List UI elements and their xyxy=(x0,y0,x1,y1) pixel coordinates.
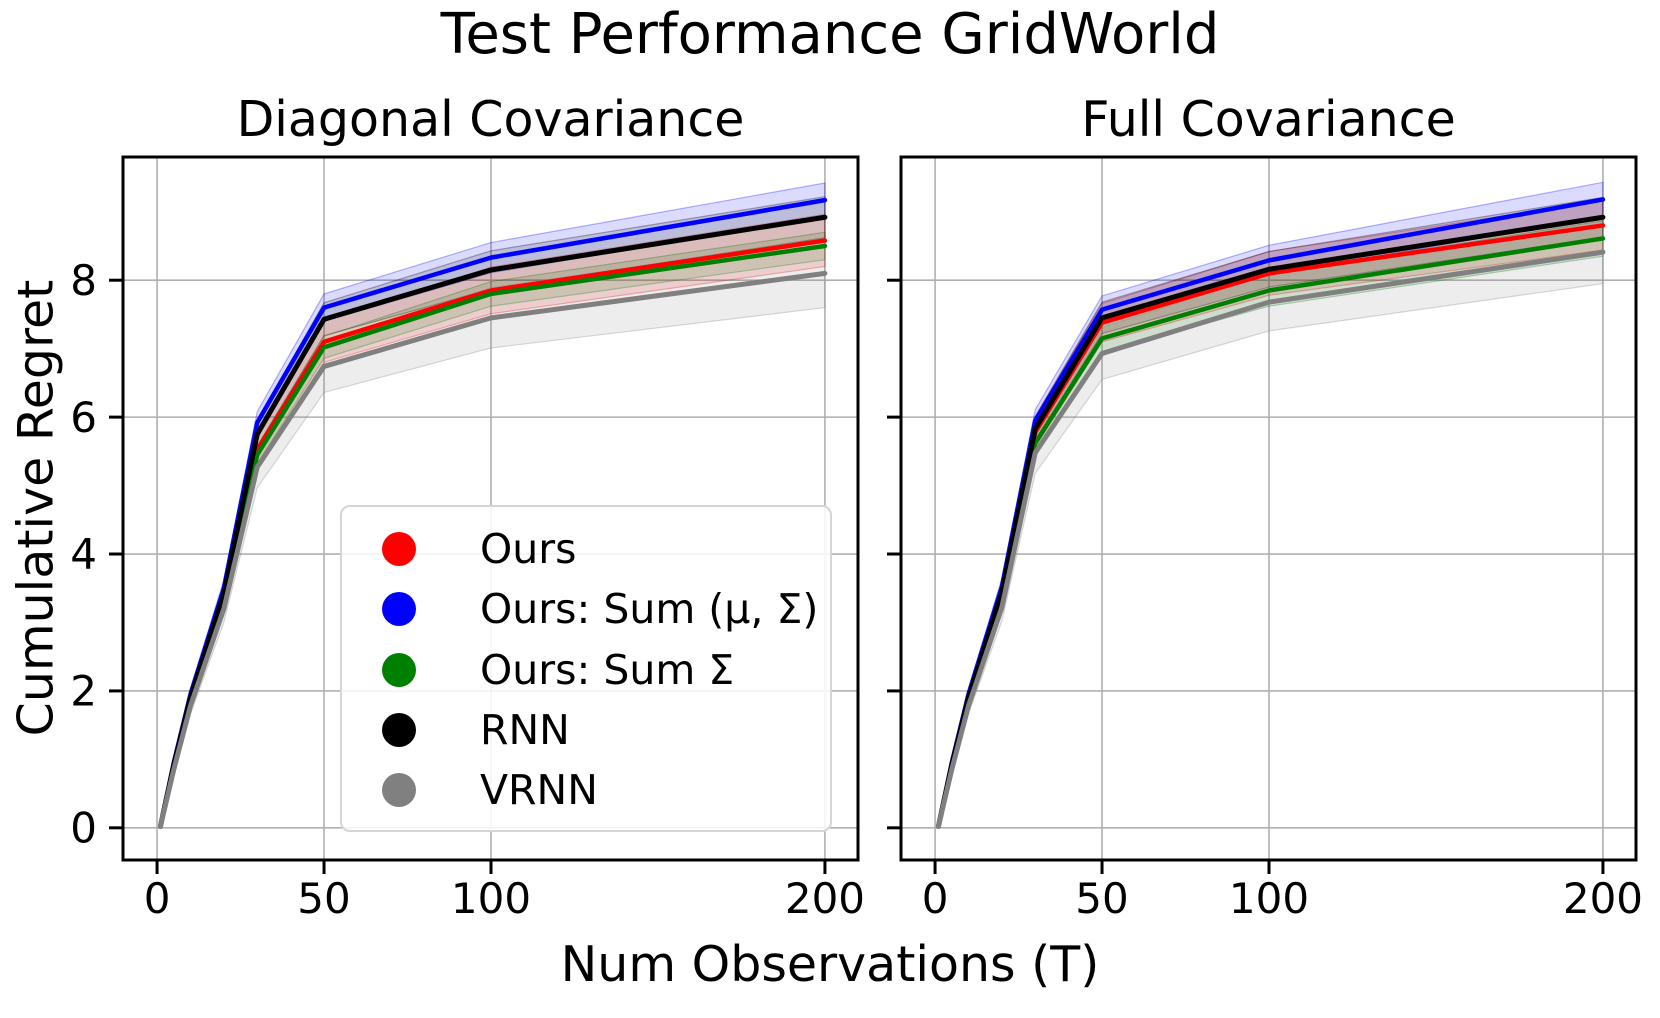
legend-box: Ours Ours: Sum (μ, Σ) Ours: Sum Σ RNN VRNN xyxy=(340,505,832,832)
legend-label: VRNN xyxy=(480,766,598,814)
x-tick-label: 50 xyxy=(297,874,350,923)
x-tick-label: 100 xyxy=(451,874,531,923)
y-tick-label: 2 xyxy=(70,667,97,716)
y-tick-label: 0 xyxy=(70,804,97,853)
legend-marker-circle-icon xyxy=(382,592,416,627)
legend-item: RNN xyxy=(382,705,820,754)
figure-title: Test Performance GridWorld xyxy=(440,2,1220,67)
x-tick-label: 0 xyxy=(922,874,949,923)
x-tick-label: 100 xyxy=(1229,874,1309,923)
legend-marker-circle-icon xyxy=(382,652,416,687)
legend-item: Ours xyxy=(382,525,820,573)
plot-panel-diagonal: 0 50 100 200 0 2 4 6 8 xyxy=(70,155,865,923)
x-tick-label: 0 xyxy=(144,874,171,923)
legend-marker-circle-icon xyxy=(382,712,416,747)
line-VRNN xyxy=(935,249,1606,829)
legend-marker-circle-icon xyxy=(382,773,416,807)
line-VRNN xyxy=(157,270,828,829)
x-tick-label: 200 xyxy=(1563,874,1643,923)
plot-area: 0 50 100 200 xyxy=(887,155,1643,923)
y-tick-label: 6 xyxy=(70,393,97,442)
y-axis-label: Cumulative Regret xyxy=(7,279,65,737)
panel-title-full-covariance: Full Covariance xyxy=(1081,91,1456,148)
legend-label: Ours: Sum (μ, Σ) xyxy=(480,585,819,634)
legend-marker-circle-icon xyxy=(382,532,416,566)
x-axis-label: Num Observations (T) xyxy=(560,936,1100,993)
y-tick-label: 4 xyxy=(70,530,97,579)
series-lines xyxy=(157,197,828,829)
legend-label: Ours: Sum Σ xyxy=(480,645,735,694)
confidence-bands xyxy=(937,181,1604,828)
plot-panel-full: 0 50 100 200 xyxy=(887,155,1643,923)
legend-label: Ours xyxy=(480,525,577,573)
legend-item: Ours: Sum (μ, Σ) xyxy=(382,585,820,634)
panel-title-diagonal-covariance: Diagonal Covariance xyxy=(236,91,745,148)
legend-label: RNN xyxy=(480,705,570,754)
x-tick-label: 200 xyxy=(785,874,865,923)
legend-item: Ours: Sum Σ xyxy=(382,645,820,694)
plot-area: 0 50 100 200 0 2 4 6 8 xyxy=(70,155,865,923)
legend-item: VRNN xyxy=(382,766,820,814)
series-lines xyxy=(935,197,1606,829)
band-VRNN xyxy=(937,219,1604,828)
x-tick-label: 50 xyxy=(1075,874,1128,923)
y-tick-label: 8 xyxy=(70,256,97,305)
